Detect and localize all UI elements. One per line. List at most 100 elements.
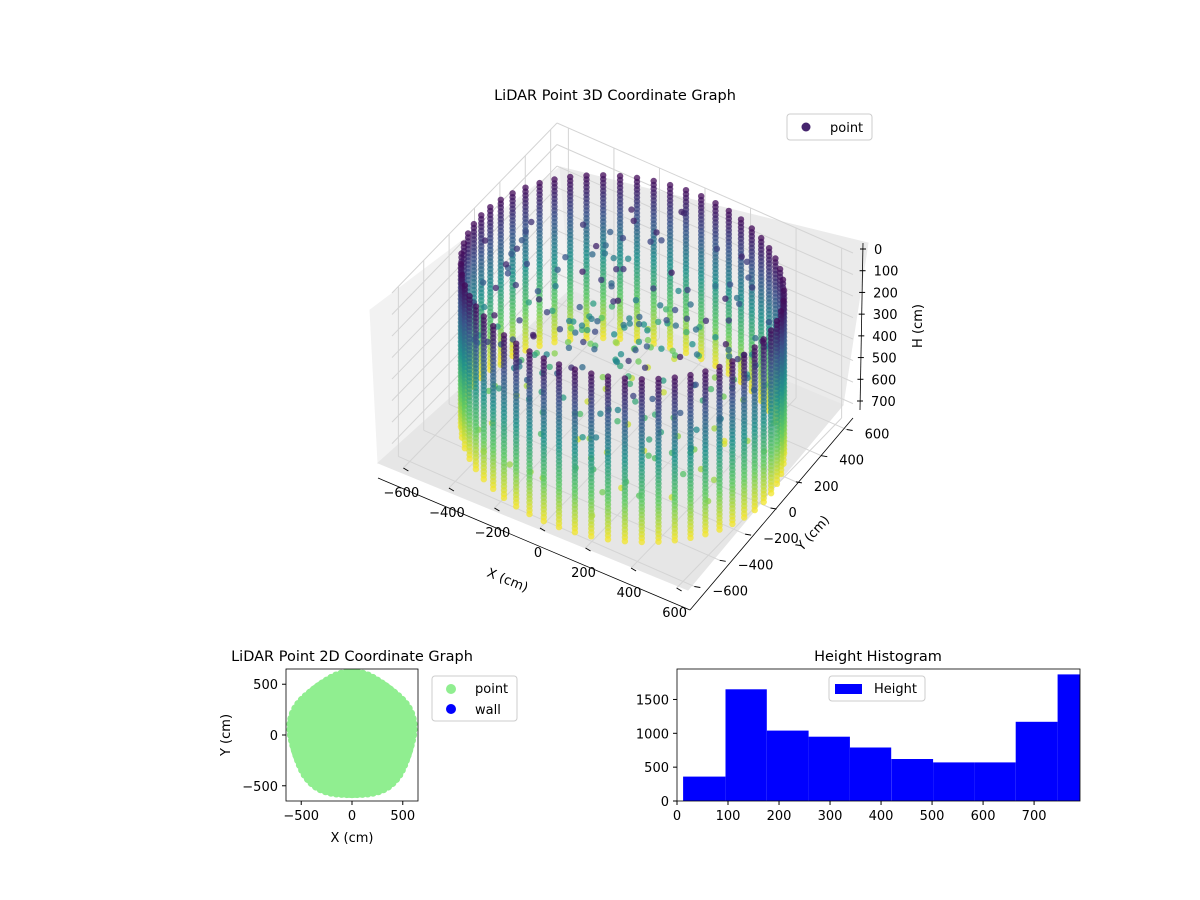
point-3d (481, 303, 488, 311)
point-3d (655, 318, 662, 326)
point-3d (657, 302, 664, 309)
point-3d (626, 315, 633, 322)
point-3d (549, 307, 556, 314)
point-3d (630, 392, 637, 400)
y-tick-label-3d: 0 (789, 506, 797, 521)
point-3d (638, 538, 645, 546)
point-3d (491, 312, 498, 319)
x-axis-label-3d: X (cm) (485, 566, 530, 596)
point-3d (721, 440, 728, 448)
point-3d (591, 328, 599, 335)
x-tick-label-3d: 0 (534, 546, 542, 561)
y-tick-label-3d: −400 (738, 558, 774, 573)
point-3d (635, 338, 643, 345)
point-3d (689, 341, 696, 348)
y-ticks-histogram: 0 500 1000 1500 (636, 693, 677, 810)
point-3d (716, 526, 723, 533)
point-3d (626, 320, 633, 327)
point-3d (675, 287, 682, 295)
point-3d (680, 470, 687, 478)
point-3d (643, 343, 651, 350)
point-3d (613, 266, 620, 273)
point-3d (725, 346, 732, 353)
point-3d (512, 281, 519, 289)
point-3d (644, 336, 652, 344)
point-3d (671, 537, 678, 544)
point-3d (608, 303, 616, 310)
y-tick-label-2d: −500 (242, 780, 278, 795)
legend-2d-point-label: point (475, 682, 508, 697)
y-tick-mark-3d (821, 455, 828, 458)
point-3d (540, 517, 547, 525)
point-3d (481, 237, 489, 244)
point-3d (495, 385, 503, 392)
point-3d (682, 349, 690, 357)
point-3d (572, 329, 579, 336)
point-3d (599, 373, 606, 381)
point-3d (516, 317, 523, 324)
point-3d (626, 380, 634, 388)
point-3d (589, 251, 596, 258)
histogram-frame (676, 668, 1081, 802)
point-3d (632, 297, 640, 304)
x-tick-label-histogram: 200 (767, 809, 792, 824)
z-tick-label-3d: 300 (873, 308, 898, 323)
y-tick-mark-3d (770, 507, 777, 510)
grid-line (556, 208, 854, 340)
point-3d (551, 350, 558, 357)
point-3d (692, 326, 700, 333)
histogram-bar (891, 759, 934, 801)
point-3d (525, 299, 532, 306)
point-3d (683, 315, 691, 322)
point-3d (568, 325, 575, 332)
point-3d (607, 228, 614, 236)
grid-line (391, 122, 558, 294)
point-3d (500, 494, 508, 502)
point-3d (632, 398, 639, 405)
plot-3d-title: LiDAR Point 3D Coordinate Graph (494, 88, 736, 104)
point-3d (556, 326, 564, 333)
point-3d (649, 395, 656, 403)
point-3d (628, 206, 635, 213)
grid-line (556, 165, 854, 297)
point-3d (588, 315, 595, 322)
point-3d (492, 284, 499, 292)
point-3d (644, 327, 651, 334)
point-3d (625, 357, 632, 365)
point-3d (693, 351, 701, 358)
point-3d (518, 237, 526, 244)
point-3d (687, 534, 694, 541)
point-3d (683, 328, 690, 336)
point-3d (636, 313, 643, 321)
point-3d (693, 426, 700, 433)
y-tick-mark-3d (719, 559, 726, 562)
x-tick-label-3d: 200 (571, 566, 596, 581)
x-tick-mark-3d (676, 587, 682, 592)
point-3d (576, 410, 584, 418)
legend-3d-label: point (830, 121, 863, 136)
y-tick-label-3d: 200 (814, 480, 839, 495)
point-3d (646, 436, 653, 443)
point-3d (564, 339, 572, 346)
x-tick-mark-3d (630, 567, 637, 572)
point-3d (608, 283, 615, 290)
point-3d (612, 339, 619, 346)
point-3d (579, 434, 586, 441)
point-3d (536, 342, 543, 349)
point-3d (677, 409, 684, 417)
x-tick-label-histogram: 700 (1022, 809, 1047, 824)
point-3d (523, 260, 531, 268)
y-axis-label-2d: Y (cm) (219, 714, 234, 757)
grid-line (556, 144, 854, 275)
point-3d (640, 321, 648, 328)
point-3d (745, 274, 752, 281)
point-3d (692, 381, 699, 388)
point-3d (579, 268, 586, 275)
z-axis-label-3d: H (cm) (911, 304, 926, 348)
point-3d (611, 331, 618, 338)
y-axis-line (689, 417, 854, 611)
point-3d (619, 234, 627, 242)
plot-histogram: Height Histogram 0 100 200 300 400 500 600 700 … (636, 649, 1081, 824)
point-3d (546, 363, 553, 371)
